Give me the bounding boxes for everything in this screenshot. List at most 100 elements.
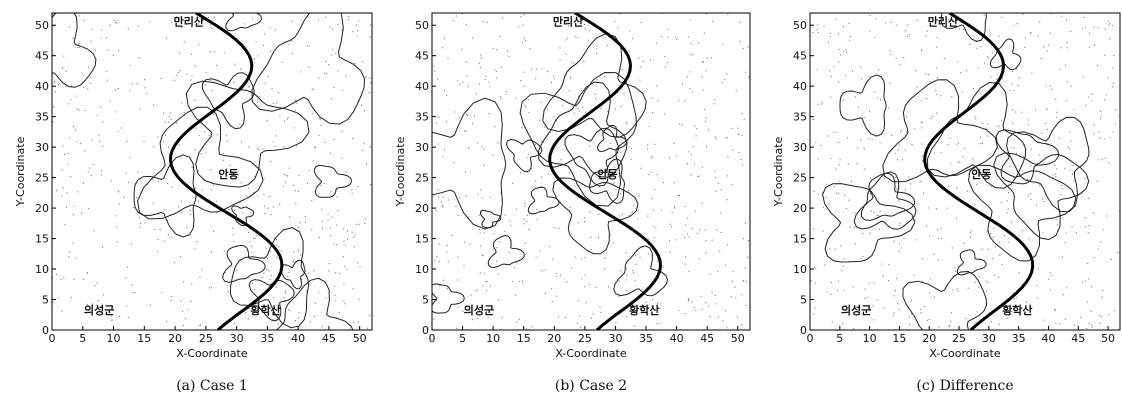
speckle bbox=[975, 183, 977, 186]
speckle bbox=[293, 184, 295, 186]
speckle bbox=[600, 311, 602, 313]
speckle bbox=[163, 209, 166, 211]
speckle bbox=[69, 136, 71, 139]
speckle bbox=[171, 21, 173, 24]
speckle bbox=[102, 294, 104, 296]
speckle bbox=[551, 301, 553, 303]
speckle bbox=[607, 110, 609, 113]
y-tick-label: 25 bbox=[415, 172, 429, 185]
speckle bbox=[456, 327, 458, 329]
speckle bbox=[1112, 131, 1114, 133]
speckle bbox=[681, 83, 684, 85]
contour-line bbox=[967, 164, 1077, 262]
speckle bbox=[535, 68, 538, 70]
speckle bbox=[476, 142, 479, 144]
speckle bbox=[583, 23, 586, 26]
speckle bbox=[921, 160, 924, 162]
speckle bbox=[68, 26, 71, 28]
speckle bbox=[1009, 90, 1011, 92]
speckle bbox=[358, 298, 360, 300]
speckle bbox=[962, 155, 964, 158]
speckle bbox=[157, 180, 160, 183]
speckle bbox=[309, 284, 311, 286]
speckle bbox=[578, 299, 580, 302]
speckle bbox=[358, 20, 360, 22]
speckle bbox=[678, 100, 680, 102]
speckle bbox=[849, 226, 851, 228]
speckle bbox=[940, 238, 943, 240]
speckle bbox=[562, 104, 564, 106]
speckle bbox=[732, 270, 734, 272]
speckle bbox=[266, 268, 268, 271]
speckle bbox=[157, 136, 159, 138]
speckle bbox=[236, 269, 238, 271]
speckle bbox=[622, 69, 624, 71]
speckle bbox=[600, 107, 602, 110]
speckle bbox=[181, 102, 183, 104]
speckle bbox=[443, 37, 446, 39]
place-label: 안동 bbox=[597, 167, 617, 181]
speckle bbox=[559, 274, 562, 277]
speckle bbox=[1070, 30, 1072, 33]
speckle bbox=[437, 143, 439, 145]
speckle bbox=[936, 46, 938, 48]
speckle bbox=[742, 48, 744, 50]
speckle bbox=[178, 144, 180, 146]
speckle bbox=[1014, 111, 1017, 113]
speckle bbox=[515, 97, 517, 99]
x-tick-label: 5 bbox=[459, 332, 466, 345]
speckle bbox=[521, 126, 523, 129]
speckle bbox=[595, 53, 598, 55]
speckle bbox=[654, 188, 656, 190]
speckle bbox=[901, 159, 903, 161]
speckle bbox=[1007, 208, 1009, 210]
speckle bbox=[458, 117, 460, 119]
speckle bbox=[969, 43, 971, 45]
speckle bbox=[358, 223, 360, 225]
speckle bbox=[294, 99, 297, 101]
speckle bbox=[906, 131, 908, 133]
speckle bbox=[1087, 263, 1089, 265]
speckle bbox=[252, 237, 255, 239]
speckle bbox=[205, 84, 207, 86]
speckle bbox=[485, 75, 487, 77]
speckle bbox=[247, 231, 250, 233]
speckle bbox=[848, 22, 850, 24]
speckle bbox=[596, 79, 598, 81]
x-tick-label: 40 bbox=[291, 332, 305, 345]
y-tick-label: 50 bbox=[793, 19, 807, 32]
speckle bbox=[512, 182, 514, 185]
speckle bbox=[346, 230, 349, 232]
speckle bbox=[846, 51, 848, 53]
speckle bbox=[736, 316, 739, 318]
speckle bbox=[716, 229, 718, 231]
speckle bbox=[180, 157, 182, 159]
speckle bbox=[816, 69, 819, 71]
speckle bbox=[1067, 146, 1069, 148]
speckle bbox=[1111, 24, 1113, 27]
y-tick-label: 50 bbox=[35, 19, 49, 32]
speckle bbox=[353, 245, 355, 248]
speckle bbox=[862, 255, 864, 258]
speckle bbox=[948, 326, 950, 328]
speckle bbox=[320, 184, 322, 187]
speckle bbox=[876, 215, 878, 217]
speckle bbox=[905, 115, 908, 117]
speckle bbox=[731, 183, 733, 186]
speckle bbox=[77, 46, 79, 48]
speckle bbox=[164, 134, 167, 136]
y-axis-label: Y-Coordinate bbox=[14, 136, 27, 207]
speckle bbox=[342, 89, 344, 92]
speckle bbox=[120, 127, 122, 129]
speckle bbox=[192, 19, 194, 21]
speckle bbox=[494, 69, 496, 71]
speckle bbox=[100, 174, 102, 176]
speckle bbox=[977, 67, 979, 69]
speckle bbox=[333, 243, 335, 245]
speckle bbox=[628, 50, 630, 52]
speckle bbox=[102, 145, 104, 148]
speckle bbox=[703, 32, 705, 34]
speckle bbox=[647, 215, 649, 217]
speckle bbox=[1045, 85, 1047, 87]
